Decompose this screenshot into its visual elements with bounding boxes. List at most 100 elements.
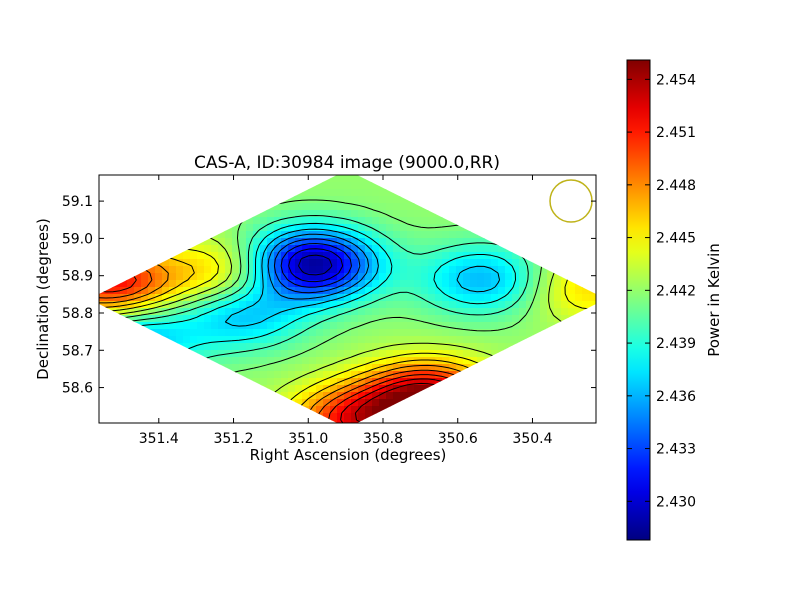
heatmap-cell xyxy=(190,364,198,372)
heatmap-cell xyxy=(274,322,282,330)
heatmap-cell xyxy=(211,252,219,260)
heatmap-cell xyxy=(267,252,275,260)
heatmap-cell xyxy=(183,357,191,365)
heatmap-cell xyxy=(162,217,170,225)
heatmap-cell xyxy=(470,399,478,407)
heatmap-cell xyxy=(141,210,149,218)
heatmap-cell xyxy=(484,231,492,239)
heatmap-cell xyxy=(288,175,296,183)
heatmap-cell xyxy=(337,280,345,288)
heatmap-cell xyxy=(575,357,583,365)
heatmap-cell xyxy=(456,364,464,372)
heatmap-cell xyxy=(204,329,212,337)
heatmap-cell xyxy=(393,406,401,414)
heatmap-cell xyxy=(456,392,464,400)
heatmap-cell xyxy=(127,217,135,225)
heatmap-cell xyxy=(393,196,401,204)
heatmap-cell xyxy=(239,371,247,379)
heatmap-cell xyxy=(393,315,401,323)
heatmap-cell xyxy=(344,385,352,393)
heatmap-cell xyxy=(162,224,170,232)
heatmap-cell xyxy=(470,189,478,197)
heatmap-cell xyxy=(337,175,345,183)
heatmap-cell xyxy=(246,371,254,379)
heatmap-cell xyxy=(141,301,149,309)
heatmap-cell xyxy=(106,322,114,330)
heatmap-cell xyxy=(120,371,128,379)
heatmap-cell xyxy=(204,224,212,232)
heatmap-cell xyxy=(113,385,121,393)
heatmap-cell xyxy=(113,189,121,197)
heatmap-cell xyxy=(344,196,352,204)
heatmap-cell xyxy=(337,245,345,253)
heatmap-cell xyxy=(309,399,317,407)
heatmap-cell xyxy=(127,322,135,330)
heatmap-cell xyxy=(561,266,569,274)
heatmap-cell xyxy=(351,322,359,330)
x-tick-label: 351.4 xyxy=(139,431,179,447)
heatmap-cell xyxy=(337,231,345,239)
heatmap-cell xyxy=(568,259,576,267)
heatmap-cell xyxy=(533,175,541,183)
heatmap-cell xyxy=(99,210,107,218)
heatmap-cell xyxy=(162,231,170,239)
heatmap-cell xyxy=(393,203,401,211)
heatmap-cell xyxy=(386,238,394,246)
heatmap-cell xyxy=(281,175,289,183)
heatmap-cell xyxy=(400,182,408,190)
heatmap-cell xyxy=(498,266,506,274)
heatmap-cell xyxy=(141,420,149,423)
heatmap-cell xyxy=(407,238,415,246)
heatmap-cell xyxy=(204,217,212,225)
heatmap-cell xyxy=(386,231,394,239)
heatmap-cell xyxy=(575,294,583,302)
heatmap-cell xyxy=(330,245,338,253)
heatmap-cell xyxy=(400,301,408,309)
heatmap-cell xyxy=(393,210,401,218)
heatmap-cell xyxy=(519,420,527,423)
heatmap-cell xyxy=(463,189,471,197)
heatmap-cell xyxy=(309,350,317,358)
heatmap-cell xyxy=(561,413,569,421)
heatmap-cell xyxy=(155,357,163,365)
heatmap-cell xyxy=(232,392,240,400)
heatmap-cell xyxy=(323,189,331,197)
heatmap-cell xyxy=(127,385,135,393)
heatmap-cell xyxy=(295,259,303,267)
heatmap-cell xyxy=(309,371,317,379)
heatmap-cell xyxy=(442,385,450,393)
heatmap-cell xyxy=(211,294,219,302)
heatmap-cell xyxy=(253,224,261,232)
heatmap-cell xyxy=(267,357,275,365)
heatmap-cell xyxy=(141,273,149,281)
heatmap-cell xyxy=(519,245,527,253)
heatmap-cell xyxy=(211,238,219,246)
heatmap-cell xyxy=(540,406,548,414)
heatmap-cell xyxy=(442,343,450,351)
heatmap-cell xyxy=(113,301,121,309)
heatmap-cell xyxy=(407,413,415,421)
heatmap-cell xyxy=(540,238,548,246)
heatmap-cell xyxy=(232,287,240,295)
heatmap-cell xyxy=(547,343,555,351)
heatmap-cell xyxy=(197,420,205,423)
heatmap-cell xyxy=(358,196,366,204)
heatmap-cell xyxy=(477,245,485,253)
heatmap-cell xyxy=(442,329,450,337)
heatmap-cell xyxy=(533,273,541,281)
heatmap-cell xyxy=(274,315,282,323)
heatmap-cell xyxy=(463,350,471,358)
heatmap-cell xyxy=(169,231,177,239)
heatmap-cell xyxy=(589,287,596,295)
heatmap-cell xyxy=(484,189,492,197)
heatmap-cell xyxy=(351,287,359,295)
heatmap-cell xyxy=(246,189,254,197)
heatmap-cell xyxy=(498,329,506,337)
heatmap-cell xyxy=(211,259,219,267)
heatmap-cell xyxy=(414,273,422,281)
heatmap-cell xyxy=(554,287,562,295)
heatmap-cell xyxy=(547,315,555,323)
heatmap-cell xyxy=(421,287,429,295)
heatmap-cell xyxy=(148,182,156,190)
heatmap-cell xyxy=(218,357,226,365)
